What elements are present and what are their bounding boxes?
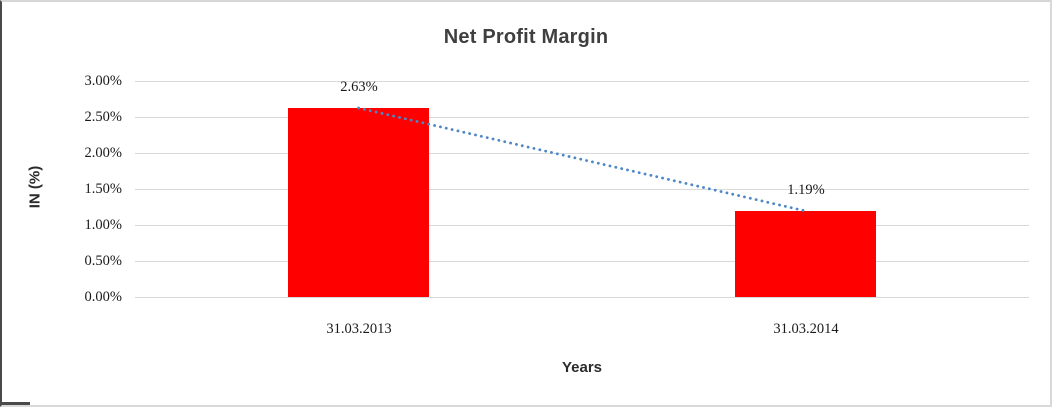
trendline-path: [357, 106, 807, 213]
y-tick-label: 0.00%: [84, 289, 122, 305]
gridline: [135, 189, 1029, 190]
y-tick-label: 0.50%: [84, 253, 122, 269]
chart-title: Net Profit Margin: [443, 26, 609, 48]
y-tick-label: 1.50%: [84, 181, 122, 197]
trendline: [357, 106, 807, 213]
y-tick-label: 1.00%: [84, 217, 122, 233]
bar-value-label: 1.19%: [787, 182, 825, 198]
border-artifact: [2, 402, 30, 405]
bar-31.03.2014: [735, 211, 876, 297]
x-tick-label: 31.03.2014: [773, 321, 839, 337]
y-tick-label: 3.00%: [84, 73, 122, 89]
gridline: [135, 297, 1029, 298]
plot-area: 2.63% 1.19%: [135, 79, 1029, 298]
y-tick-label: 2.00%: [84, 145, 122, 161]
gridline: [135, 81, 1029, 82]
x-axis-title: Years: [561, 359, 603, 376]
gridline: [135, 261, 1029, 262]
y-tick-label: 2.50%: [84, 109, 122, 125]
bar-31.03.2013: [288, 108, 429, 297]
gridline: [135, 153, 1029, 154]
bar-value-label: 2.63%: [340, 79, 378, 95]
gridline: [135, 117, 1029, 118]
gridline: [135, 225, 1029, 226]
x-tick-label: 31.03.2013: [326, 321, 392, 337]
